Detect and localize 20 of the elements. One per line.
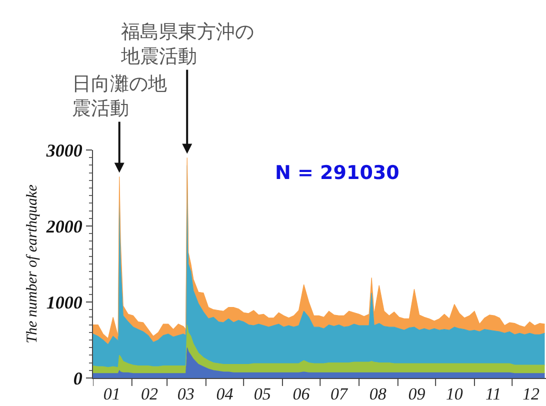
y-tick-label: 1000 <box>46 292 82 312</box>
y-tick-label: 3000 <box>45 140 82 160</box>
x-tick-label: 04 <box>216 384 234 404</box>
x-tick-label: 06 <box>292 384 310 404</box>
x-tick-label: 03 <box>177 384 194 404</box>
x-tick-label: 01 <box>103 384 120 404</box>
annotation: 福島県東方沖の地震活動 <box>120 21 254 68</box>
x-tick-label: 09 <box>408 384 426 404</box>
y-tick-label: 0 <box>73 368 82 388</box>
x-tick-label: 07 <box>330 384 349 404</box>
y-axis-title: The number of earthquake <box>24 184 41 344</box>
x-tick-label: 08 <box>369 384 387 404</box>
y-tick-label: 2000 <box>45 216 82 236</box>
x-tick-label: 10 <box>446 384 464 404</box>
annotation: N = 291030 <box>275 162 400 184</box>
x-tick-label: 12 <box>522 384 540 404</box>
x-tick-label: 02 <box>140 384 158 404</box>
annotation: 日向灘の地震活動 <box>72 73 167 120</box>
x-tick-label: 05 <box>254 384 271 404</box>
x-tick-label: 11 <box>485 384 502 404</box>
